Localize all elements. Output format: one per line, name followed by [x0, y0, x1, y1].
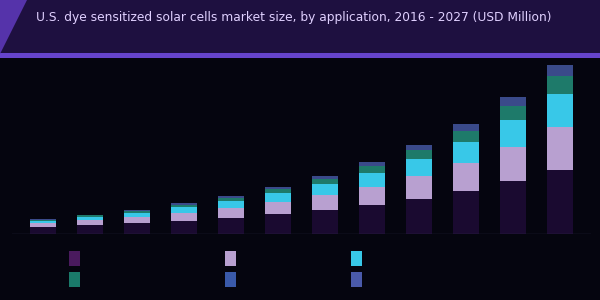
Bar	[312, 195, 338, 210]
Bar	[29, 221, 56, 223]
Bar	[406, 159, 432, 176]
Bar	[454, 164, 479, 191]
Bar	[359, 167, 385, 173]
Bar	[171, 207, 197, 213]
Bar	[406, 199, 432, 234]
Bar	[454, 142, 479, 164]
Bar	[29, 227, 56, 234]
Bar	[29, 223, 56, 227]
Bar	[77, 215, 103, 217]
Bar	[218, 218, 244, 234]
Bar	[77, 214, 103, 215]
Bar	[500, 120, 526, 147]
Bar	[359, 162, 385, 167]
Bar	[29, 219, 56, 220]
Bar	[547, 94, 574, 127]
Bar	[406, 176, 432, 199]
Bar	[312, 176, 338, 179]
Bar	[265, 214, 291, 234]
Bar	[218, 201, 244, 208]
Bar	[265, 202, 291, 214]
Bar	[500, 147, 526, 182]
Bar	[218, 196, 244, 198]
Bar	[124, 213, 149, 217]
Bar	[406, 145, 432, 150]
Bar	[124, 223, 149, 234]
Bar	[171, 203, 197, 205]
Bar	[124, 211, 149, 213]
Bar	[171, 221, 197, 234]
Bar	[500, 97, 526, 106]
Bar	[77, 220, 103, 226]
Bar	[29, 220, 56, 221]
Bar	[359, 187, 385, 205]
Bar	[454, 191, 479, 234]
Bar	[77, 226, 103, 234]
Bar	[454, 124, 479, 131]
Text: U.S. dye sensitized solar cells market size, by application, 2016 - 2027 (USD Mi: U.S. dye sensitized solar cells market s…	[36, 11, 551, 23]
Bar	[312, 210, 338, 234]
Bar	[312, 179, 338, 184]
Bar	[124, 209, 149, 211]
Bar	[359, 205, 385, 234]
Bar	[359, 173, 385, 187]
Bar	[265, 187, 291, 189]
Bar	[500, 106, 526, 120]
Bar	[218, 208, 244, 218]
Bar	[406, 150, 432, 159]
Bar	[547, 170, 574, 234]
Bar	[265, 194, 291, 202]
Bar	[547, 127, 574, 170]
Bar	[218, 198, 244, 201]
Bar	[454, 131, 479, 142]
Bar	[171, 213, 197, 221]
Bar	[171, 205, 197, 207]
Bar	[77, 217, 103, 220]
Bar	[124, 217, 149, 223]
Bar	[500, 182, 526, 234]
Bar	[547, 76, 574, 94]
Bar	[547, 65, 574, 76]
Bar	[265, 189, 291, 194]
Bar	[312, 184, 338, 195]
